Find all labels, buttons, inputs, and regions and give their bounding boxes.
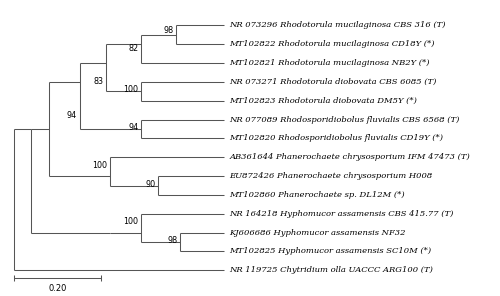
Text: KJ606686 Hyphomucor assamensis NF32: KJ606686 Hyphomucor assamensis NF32 bbox=[230, 229, 406, 237]
Text: 82: 82 bbox=[128, 44, 138, 54]
Text: NR 073271 Rhodotorula diobovata CBS 6085 (T): NR 073271 Rhodotorula diobovata CBS 6085… bbox=[230, 78, 437, 86]
Text: MT102823 Rhodotorula diobovata DM5Y (*): MT102823 Rhodotorula diobovata DM5Y (*) bbox=[230, 97, 418, 105]
Text: MT102822 Rhodotorula mucilaginosa CD18Y (*): MT102822 Rhodotorula mucilaginosa CD18Y … bbox=[230, 40, 435, 48]
Text: EU872426 Phanerochaete chrysosporium H008: EU872426 Phanerochaete chrysosporium H00… bbox=[230, 172, 432, 180]
Text: 94: 94 bbox=[67, 111, 77, 120]
Text: AB361644 Phanerochaete chrysosporium IFM 47473 (T): AB361644 Phanerochaete chrysosporium IFM… bbox=[230, 153, 470, 161]
Text: 100: 100 bbox=[124, 85, 138, 94]
Text: 100: 100 bbox=[92, 161, 108, 170]
Text: MT102860 Phanerochaete sp. DL12M (*): MT102860 Phanerochaete sp. DL12M (*) bbox=[230, 191, 405, 199]
Text: NR 077089 Rhodosporidiobolus fluvialis CBS 6568 (T): NR 077089 Rhodosporidiobolus fluvialis C… bbox=[230, 115, 460, 123]
Text: 90: 90 bbox=[146, 180, 156, 189]
Text: 0.20: 0.20 bbox=[48, 284, 67, 293]
Text: MT102820 Rhodosporidiobolus fluvialis CD19Y (*): MT102820 Rhodosporidiobolus fluvialis CD… bbox=[230, 134, 444, 142]
Text: MT102821 Rhodotorula mucilaginosa NB2Y (*): MT102821 Rhodotorula mucilaginosa NB2Y (… bbox=[230, 59, 430, 67]
Text: 94: 94 bbox=[128, 123, 138, 132]
Text: NR 164218 Hyphomucor assamensis CBS 415.77 (T): NR 164218 Hyphomucor assamensis CBS 415.… bbox=[230, 210, 454, 218]
Text: 98: 98 bbox=[168, 236, 177, 244]
Text: MT102825 Hyphomucor assamensis SC10M (*): MT102825 Hyphomucor assamensis SC10M (*) bbox=[230, 247, 432, 255]
Text: NR 119725 Chytridium olla UACCC ARG100 (T): NR 119725 Chytridium olla UACCC ARG100 (… bbox=[230, 266, 434, 274]
Text: 98: 98 bbox=[163, 25, 173, 35]
Text: NR 073296 Rhodotorula mucilaginosa CBS 316 (T): NR 073296 Rhodotorula mucilaginosa CBS 3… bbox=[230, 21, 446, 29]
Text: 100: 100 bbox=[124, 217, 138, 226]
Text: 83: 83 bbox=[93, 77, 103, 86]
